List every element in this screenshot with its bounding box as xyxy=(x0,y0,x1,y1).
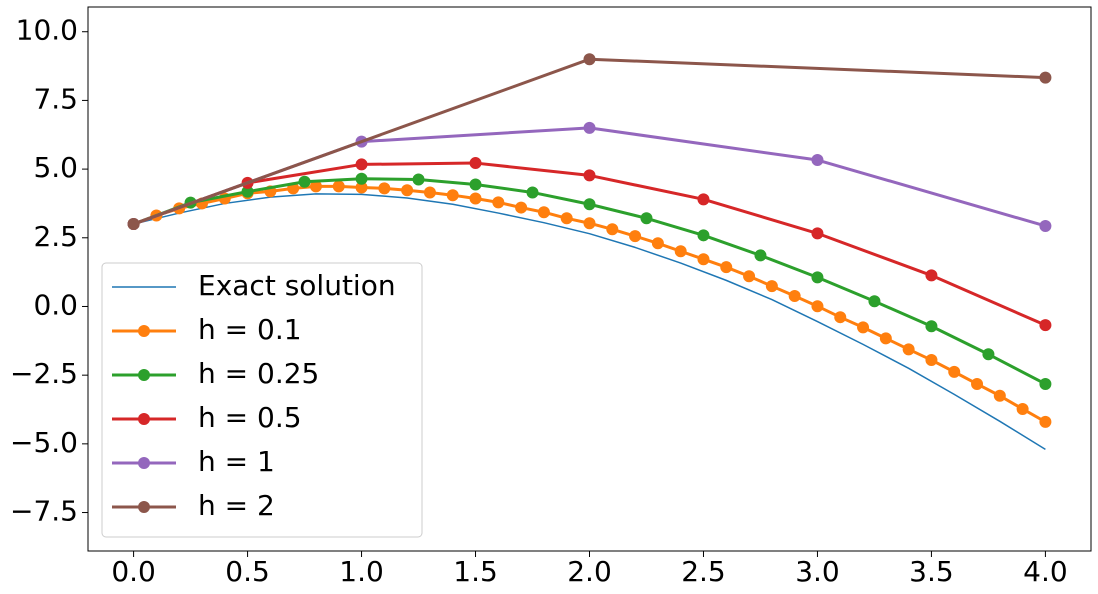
x-tick-label: 0.5 xyxy=(225,555,270,588)
marker xyxy=(697,193,710,206)
marker xyxy=(629,230,642,243)
x-tick-label: 3.5 xyxy=(909,555,954,588)
marker xyxy=(412,173,425,186)
marker xyxy=(948,365,961,378)
legend-label: h = 0.1 xyxy=(198,313,302,346)
marker xyxy=(1039,319,1052,332)
marker xyxy=(606,223,619,236)
y-tick-label: −7.5 xyxy=(10,495,78,528)
marker xyxy=(469,157,482,170)
marker xyxy=(401,184,414,197)
x-tick-label: 3.0 xyxy=(795,555,840,588)
marker xyxy=(583,198,596,211)
marker xyxy=(651,237,664,250)
marker xyxy=(583,121,596,134)
marker xyxy=(811,271,824,284)
legend-label: Exact solution xyxy=(198,269,396,302)
marker xyxy=(1039,219,1052,232)
marker xyxy=(743,270,756,283)
legend-label: h = 2 xyxy=(198,489,275,522)
y-tick-label: −5.0 xyxy=(10,426,78,459)
marker xyxy=(355,158,368,171)
marker xyxy=(1039,415,1052,428)
marker xyxy=(993,389,1006,402)
marker xyxy=(241,185,254,198)
marker xyxy=(332,180,345,193)
x-tick-label: 0.0 xyxy=(111,555,156,588)
marker xyxy=(127,218,140,231)
marker xyxy=(925,269,938,282)
marker xyxy=(834,311,847,324)
legend-label: h = 0.25 xyxy=(198,357,319,390)
legend-marker xyxy=(138,369,150,381)
legend-marker xyxy=(138,457,150,469)
legend-label: h = 1 xyxy=(198,445,275,478)
marker xyxy=(697,253,710,266)
marker xyxy=(857,321,870,334)
marker xyxy=(868,295,881,308)
marker xyxy=(674,245,687,258)
marker xyxy=(971,377,984,390)
marker xyxy=(492,196,505,209)
marker xyxy=(469,178,482,191)
legend-box xyxy=(101,262,423,538)
marker xyxy=(811,300,824,313)
marker xyxy=(560,212,573,225)
x-tick-label: 4.0 xyxy=(1023,555,1068,588)
marker xyxy=(355,181,368,194)
marker xyxy=(788,290,801,303)
y-tick-label: 0.0 xyxy=(33,288,78,321)
legend-marker xyxy=(138,413,150,425)
marker xyxy=(469,192,482,205)
marker xyxy=(902,343,915,356)
marker xyxy=(309,180,322,193)
x-tick-label: 2.0 xyxy=(567,555,612,588)
marker xyxy=(982,348,995,361)
x-tick-label: 1.0 xyxy=(339,555,384,588)
marker xyxy=(526,186,539,199)
marker xyxy=(697,229,710,242)
marker xyxy=(1039,71,1052,84)
axes-frame xyxy=(87,6,1092,552)
marker xyxy=(446,189,459,202)
marker xyxy=(583,217,596,230)
marker xyxy=(720,261,733,274)
marker xyxy=(1016,402,1029,415)
y-tick-label: 7.5 xyxy=(33,82,78,115)
marker xyxy=(1039,377,1052,390)
x-tick-label: 1.5 xyxy=(453,555,498,588)
marker xyxy=(879,332,892,345)
plot-area xyxy=(127,53,1052,450)
marker xyxy=(423,186,436,199)
marker xyxy=(640,212,653,225)
series-line xyxy=(133,193,1046,450)
marker xyxy=(583,53,596,66)
marker xyxy=(355,172,368,185)
y-tick-label: 10.0 xyxy=(16,14,78,47)
legend: Exact solution h = 0.1 h = 0.25 h = 0.5 h = … xyxy=(101,262,423,538)
legend-marker xyxy=(138,325,150,337)
marker xyxy=(298,175,311,188)
y-tick-label: 5.0 xyxy=(33,151,78,184)
y-tick-label: 2.5 xyxy=(33,220,78,253)
marker xyxy=(811,154,824,167)
marker xyxy=(378,182,391,195)
marker xyxy=(754,249,767,262)
y-tick-label: −2.5 xyxy=(10,357,78,390)
marker xyxy=(925,320,938,333)
marker xyxy=(515,201,528,214)
legend-marker xyxy=(138,501,150,513)
marker xyxy=(583,169,596,182)
legend-label: h = 0.5 xyxy=(198,401,302,434)
marker xyxy=(537,206,550,219)
marker xyxy=(765,280,778,293)
marker xyxy=(925,354,938,367)
marker xyxy=(811,227,824,240)
x-tick-label: 2.5 xyxy=(681,555,726,588)
